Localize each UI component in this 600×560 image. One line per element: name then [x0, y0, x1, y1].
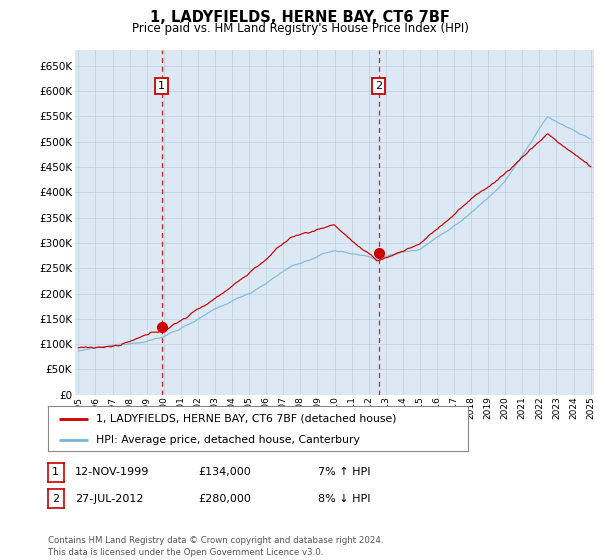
Text: 12-NOV-1999: 12-NOV-1999: [75, 468, 149, 477]
Text: 2: 2: [375, 81, 382, 91]
Text: 1: 1: [52, 468, 59, 477]
Text: HPI: Average price, detached house, Canterbury: HPI: Average price, detached house, Cant…: [96, 435, 360, 445]
Text: Price paid vs. HM Land Registry's House Price Index (HPI): Price paid vs. HM Land Registry's House …: [131, 22, 469, 35]
Text: £280,000: £280,000: [198, 494, 251, 503]
Text: 27-JUL-2012: 27-JUL-2012: [75, 494, 143, 503]
Text: Contains HM Land Registry data © Crown copyright and database right 2024.
This d: Contains HM Land Registry data © Crown c…: [48, 536, 383, 557]
Text: 2: 2: [52, 494, 59, 503]
Text: 1, LADYFIELDS, HERNE BAY, CT6 7BF: 1, LADYFIELDS, HERNE BAY, CT6 7BF: [150, 10, 450, 25]
Text: 7% ↑ HPI: 7% ↑ HPI: [318, 468, 371, 477]
Text: 1: 1: [158, 81, 165, 91]
Text: £134,000: £134,000: [198, 468, 251, 477]
Text: 1, LADYFIELDS, HERNE BAY, CT6 7BF (detached house): 1, LADYFIELDS, HERNE BAY, CT6 7BF (detac…: [96, 413, 397, 423]
Text: 8% ↓ HPI: 8% ↓ HPI: [318, 494, 371, 503]
